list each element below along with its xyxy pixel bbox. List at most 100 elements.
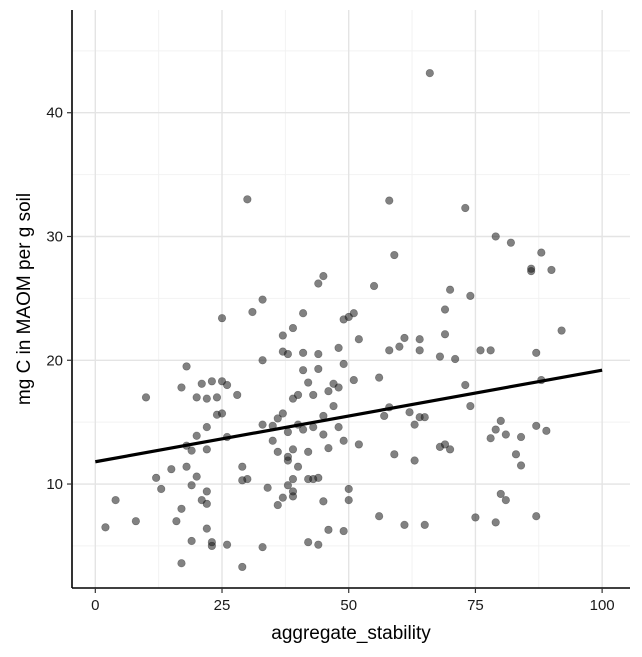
data-point — [344, 496, 353, 505]
data-point — [354, 335, 363, 344]
data-point — [131, 517, 140, 526]
grid — [72, 10, 630, 588]
y-tick-label: 30 — [46, 228, 63, 245]
data-point — [187, 446, 196, 455]
trend-line-group — [95, 368, 603, 464]
data-point — [273, 500, 282, 510]
data-point — [273, 447, 282, 456]
data-point — [202, 524, 211, 533]
data-point — [344, 484, 353, 494]
data-point — [400, 333, 409, 343]
data-point — [233, 390, 242, 400]
data-point — [288, 445, 298, 454]
data-point — [177, 504, 186, 513]
data-point — [212, 393, 222, 402]
data-point — [405, 408, 414, 417]
data-point — [304, 378, 313, 387]
data-point — [202, 487, 211, 496]
data-point — [461, 380, 470, 390]
data-point — [283, 452, 293, 461]
data-point — [410, 456, 419, 465]
data-point — [304, 447, 313, 456]
data-point — [258, 420, 267, 429]
data-point — [283, 427, 293, 437]
data-point — [486, 434, 495, 443]
data-point — [152, 473, 161, 482]
data-point — [349, 309, 358, 318]
data-point — [329, 401, 338, 411]
data-point — [177, 383, 186, 392]
data-point — [511, 450, 521, 459]
data-point — [243, 474, 252, 484]
data-point — [319, 497, 328, 506]
data-point — [471, 513, 480, 522]
data-point — [258, 356, 267, 365]
data-point — [354, 440, 363, 449]
data-point — [299, 309, 308, 318]
data-point — [243, 195, 252, 204]
data-point — [466, 291, 475, 301]
data-point — [238, 562, 247, 572]
y-tick-label: 40 — [46, 105, 63, 122]
data-point — [207, 377, 216, 386]
data-point — [395, 342, 404, 351]
data-point — [476, 346, 485, 355]
data-point — [557, 326, 566, 335]
data-point — [268, 436, 277, 445]
data-point — [390, 250, 399, 260]
data-point — [202, 394, 211, 403]
data-point — [461, 203, 470, 213]
data-point — [501, 430, 510, 439]
data-point — [299, 425, 308, 434]
data-point — [532, 421, 541, 430]
data-point — [516, 461, 526, 470]
data-point — [263, 483, 272, 492]
data-point — [304, 538, 313, 547]
data-point — [202, 445, 211, 454]
data-point — [527, 264, 536, 273]
data-point — [314, 364, 323, 374]
x-tick-label: 50 — [340, 597, 357, 614]
trend-line — [95, 368, 603, 464]
data-point — [217, 409, 227, 418]
data-point — [390, 450, 399, 459]
data-point — [501, 496, 510, 505]
data-point — [491, 232, 500, 241]
x-tick-label: 0 — [91, 597, 99, 614]
data-point — [182, 462, 191, 471]
data-point — [440, 305, 450, 314]
data-point — [278, 493, 287, 502]
data-point — [314, 540, 323, 549]
data-point — [324, 444, 333, 453]
data-point — [496, 489, 505, 499]
data-point — [141, 393, 151, 402]
data-point — [217, 314, 227, 323]
data-point — [288, 474, 298, 484]
data-point — [167, 465, 176, 474]
y-tick-label: 20 — [46, 352, 63, 369]
data-point — [299, 366, 308, 375]
data-point — [293, 462, 303, 471]
data-point — [293, 390, 303, 400]
x-tick-label: 100 — [590, 597, 615, 614]
data-point — [532, 512, 541, 521]
data-point — [258, 295, 267, 304]
data-point — [486, 346, 495, 355]
data-point — [288, 492, 298, 501]
data-point — [192, 472, 201, 481]
data-point — [334, 383, 343, 392]
data-point — [238, 462, 247, 471]
data-point — [111, 496, 120, 505]
data-point — [248, 307, 257, 317]
data-point — [369, 281, 379, 291]
data-point — [516, 432, 526, 442]
data-point — [435, 352, 445, 361]
data-point — [420, 413, 429, 422]
data-point — [222, 540, 232, 549]
data-point — [157, 484, 166, 494]
data-point — [339, 526, 348, 536]
data-point — [415, 346, 424, 355]
data-point — [182, 362, 191, 371]
data-point — [283, 349, 293, 359]
data-point — [288, 323, 298, 333]
